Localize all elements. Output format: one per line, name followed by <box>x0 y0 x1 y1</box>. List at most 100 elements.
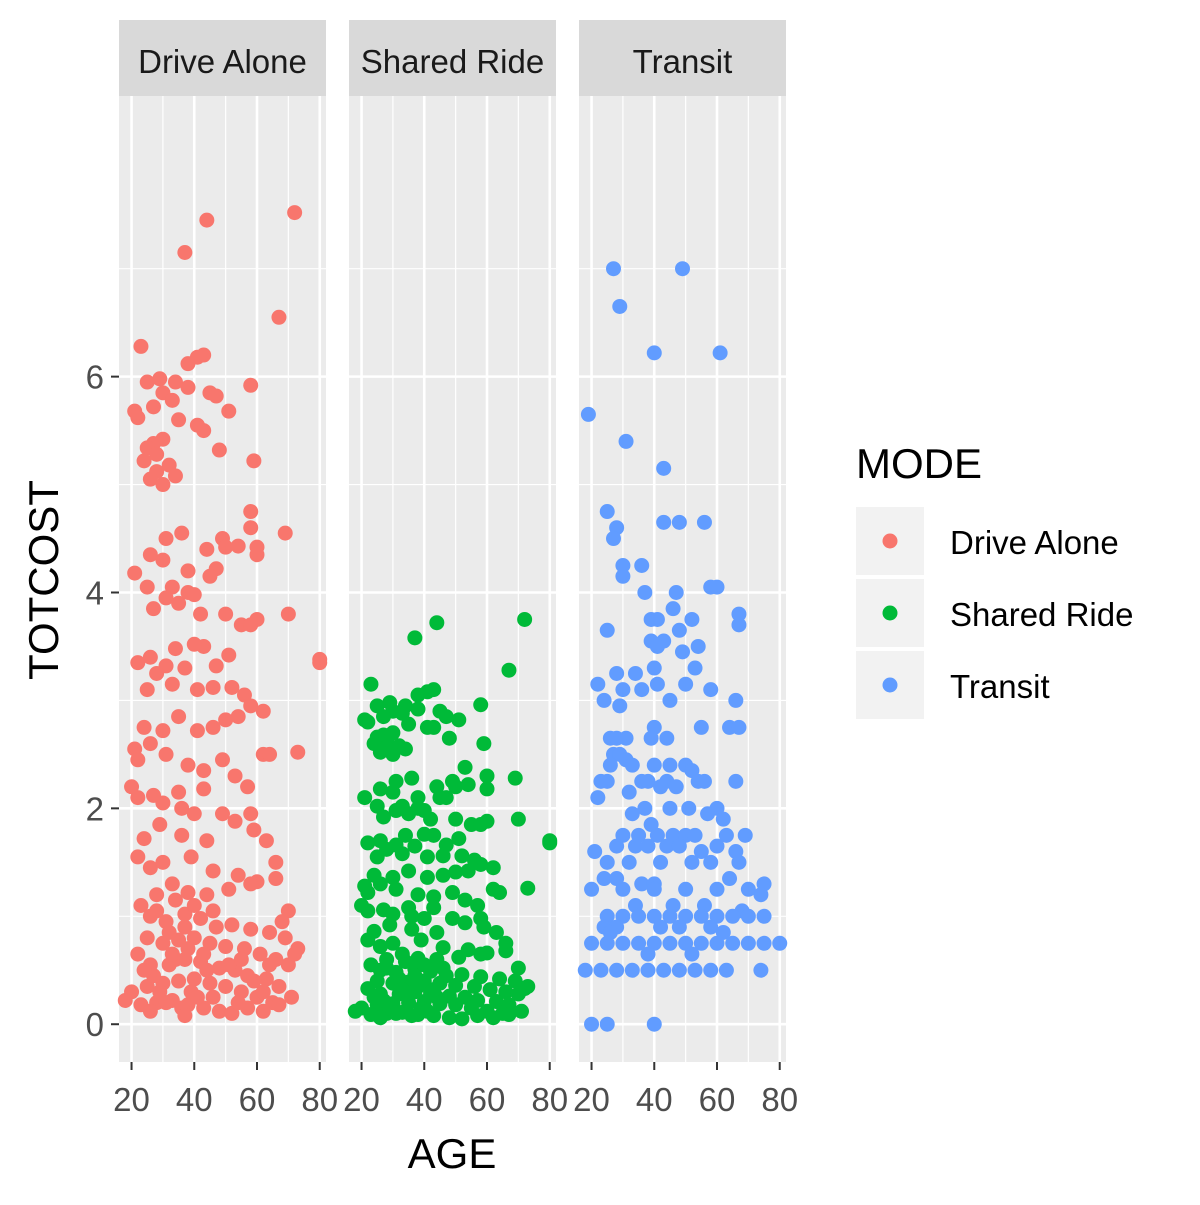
data-point <box>479 768 495 784</box>
data-point <box>130 410 146 426</box>
y-tick-label: 4 <box>86 574 104 611</box>
data-point <box>360 932 376 948</box>
data-point <box>454 848 470 864</box>
data-point <box>438 790 454 806</box>
panel-background <box>349 96 556 1062</box>
data-point <box>627 838 643 854</box>
data-point <box>155 795 171 811</box>
legend-title: MODE <box>856 440 982 487</box>
data-point <box>618 730 634 746</box>
data-point <box>599 935 615 951</box>
data-point <box>397 827 413 843</box>
data-point <box>435 940 451 956</box>
data-point <box>709 935 725 951</box>
legend-label: Transit <box>950 668 1050 705</box>
data-point <box>615 558 631 574</box>
data-point <box>441 1010 457 1026</box>
x-tick-label: 20 <box>343 1081 380 1118</box>
data-point <box>426 719 442 735</box>
data-point <box>136 962 152 978</box>
data-point <box>609 962 625 978</box>
data-point <box>243 921 259 937</box>
data-point <box>756 908 772 924</box>
data-point <box>690 638 706 654</box>
data-point <box>457 892 473 908</box>
data-point <box>196 423 212 439</box>
data-point <box>715 811 731 827</box>
data-point <box>388 881 404 897</box>
data-point <box>171 595 187 611</box>
data-point <box>124 779 140 795</box>
data-point <box>693 719 709 735</box>
data-point <box>435 848 451 864</box>
data-point <box>249 547 265 563</box>
data-point <box>218 712 234 728</box>
data-point <box>347 1003 363 1019</box>
data-point <box>656 962 672 978</box>
data-point <box>360 714 376 730</box>
data-point <box>158 746 174 762</box>
data-point <box>634 876 650 892</box>
data-point <box>397 741 413 757</box>
data-point <box>142 547 158 563</box>
data-point <box>445 885 460 901</box>
data-point <box>186 806 202 822</box>
data-point <box>262 746 278 762</box>
data-point <box>429 615 445 631</box>
data-point <box>656 514 672 530</box>
data-point <box>221 957 237 973</box>
data-point <box>653 779 669 795</box>
data-point <box>366 989 382 1005</box>
data-point <box>394 982 410 998</box>
data-point <box>372 939 388 955</box>
data-point <box>498 943 514 959</box>
data-point <box>725 908 741 924</box>
data-point <box>435 867 451 883</box>
data-point <box>507 770 523 786</box>
y-axis-title: TOTCOST <box>20 480 67 680</box>
data-point <box>722 871 738 887</box>
data-point <box>186 971 202 987</box>
data-point <box>230 995 246 1011</box>
data-point <box>171 973 187 989</box>
data-point <box>186 897 202 913</box>
data-point <box>473 856 489 872</box>
data-point <box>609 838 625 854</box>
data-point <box>426 982 442 998</box>
data-point <box>171 784 187 800</box>
data-point <box>451 949 467 965</box>
data-point <box>180 757 196 773</box>
data-point <box>385 746 401 762</box>
data-point <box>174 800 190 816</box>
x-tick-label: 80 <box>531 1081 568 1118</box>
data-point <box>637 800 653 816</box>
data-point <box>649 611 665 627</box>
data-point <box>401 806 417 822</box>
data-point <box>385 935 401 951</box>
data-point <box>510 811 526 827</box>
data-point <box>130 849 146 865</box>
data-point <box>199 541 215 557</box>
data-point <box>246 453 262 469</box>
data-point <box>215 752 230 768</box>
data-point <box>164 946 180 962</box>
data-point <box>360 885 376 901</box>
data-point <box>514 1003 529 1019</box>
data-point <box>171 709 187 725</box>
data-point <box>671 514 687 530</box>
data-point <box>379 960 395 976</box>
data-point <box>725 935 741 951</box>
data-point <box>687 962 703 978</box>
data-point <box>167 374 183 390</box>
data-point <box>360 835 376 851</box>
x-tick-label: 40 <box>406 1081 443 1118</box>
data-point <box>177 660 193 676</box>
data-point <box>718 827 734 843</box>
data-point <box>218 978 234 994</box>
data-point <box>457 759 473 775</box>
data-point <box>130 655 146 671</box>
y-axis: 0 2 4 6 <box>86 359 119 1043</box>
data-point <box>271 997 287 1013</box>
data-point <box>186 587 202 603</box>
